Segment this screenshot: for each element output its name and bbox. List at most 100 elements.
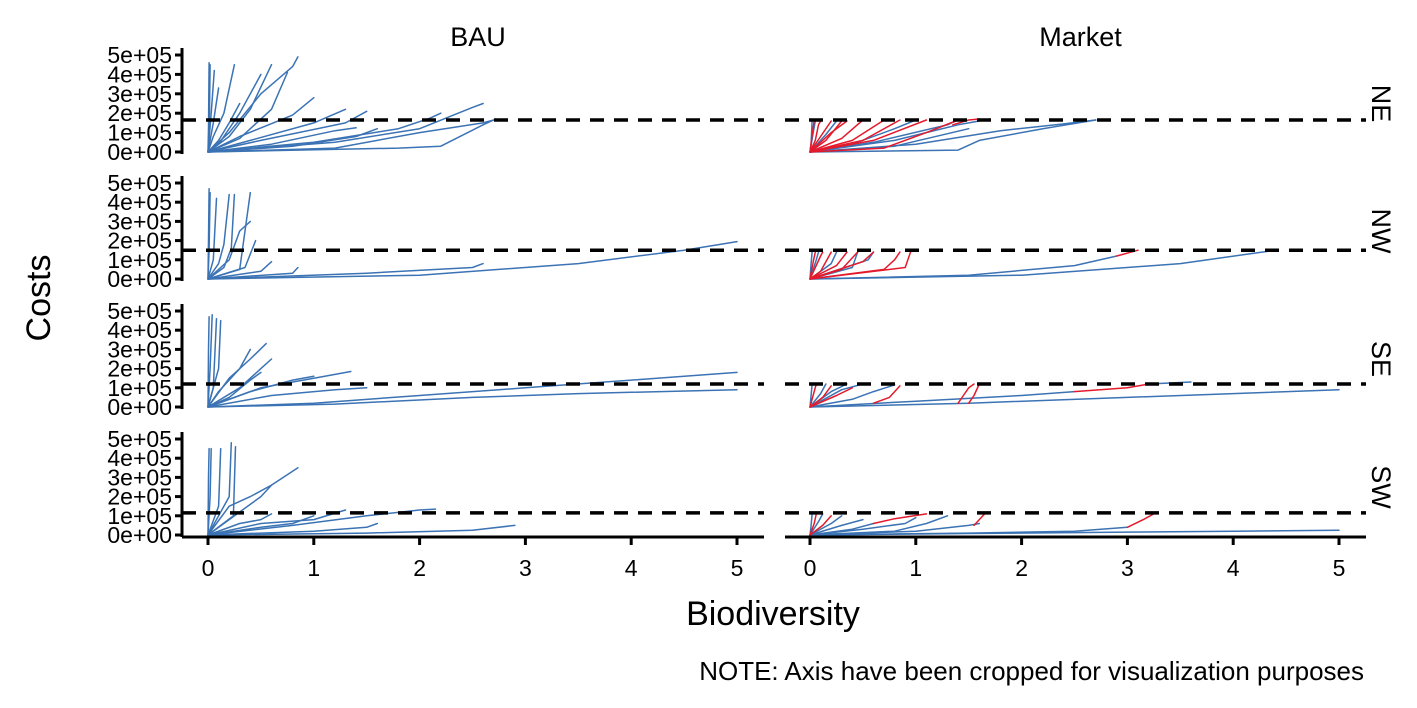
series-line-red — [957, 383, 975, 404]
facet-panel — [182, 442, 764, 536]
series-line-blue — [207, 484, 273, 536]
series-line-blue — [809, 119, 1097, 153]
series-line-blue — [207, 102, 484, 153]
facet-panel — [785, 118, 1366, 153]
y-tick-label: 2e+05 — [107, 484, 172, 510]
series-line-red — [809, 120, 832, 153]
y-tick-label: 2e+05 — [107, 100, 172, 126]
series-line-blue — [207, 319, 222, 408]
series-line-blue — [207, 447, 210, 536]
y-tick-label: 1e+05 — [107, 120, 172, 146]
series-line-red — [967, 383, 981, 404]
series-line-red — [952, 118, 981, 126]
series-line-blue — [809, 513, 813, 536]
x-tick-label: 2 — [413, 555, 426, 581]
x-tick-label: 0 — [202, 555, 215, 581]
series-line-red — [809, 251, 912, 280]
series-line-red — [1073, 383, 1150, 393]
series-line-red — [809, 120, 822, 153]
series-line-blue — [207, 193, 236, 280]
series-line-blue — [207, 316, 210, 408]
series-line-red — [809, 251, 848, 280]
series-line-blue — [207, 63, 236, 153]
x-tick-label: 0 — [804, 555, 817, 581]
series-line-blue — [207, 112, 442, 153]
series-line-red — [872, 385, 901, 404]
y-tick-label: 0e+00 — [107, 522, 172, 548]
y-tick-label: 1e+05 — [107, 247, 172, 273]
series-line-blue — [809, 390, 1076, 408]
facet-column-label: Market — [1039, 22, 1122, 52]
x-tick-label: 3 — [519, 555, 532, 581]
y-tick-label: 5e+05 — [107, 426, 172, 452]
x-tick-label: 4 — [1227, 555, 1240, 581]
series-line-red — [809, 513, 818, 536]
facet-panel — [785, 511, 1366, 536]
series-line-blue — [207, 524, 516, 536]
series-line-blue — [809, 515, 843, 536]
series-line-blue — [207, 71, 289, 153]
series-line-blue — [809, 251, 820, 280]
x-tick-label: 4 — [625, 555, 638, 581]
facet-row-label: NE — [1366, 85, 1396, 123]
y-tick-label: 2e+05 — [107, 228, 172, 254]
series-line-red — [809, 119, 885, 153]
series-line-blue — [207, 371, 738, 408]
series-line-blue — [207, 110, 368, 153]
series-line-blue — [207, 63, 273, 153]
series-line-red — [809, 515, 832, 536]
y-tick-label: 0e+00 — [107, 394, 172, 420]
series-line-blue — [207, 56, 299, 153]
facet-column-label: BAU — [450, 22, 506, 52]
series-line-blue — [207, 240, 738, 280]
series-line-blue — [207, 508, 437, 536]
y-tick-label: 4e+05 — [107, 317, 172, 343]
series-line-blue — [809, 516, 917, 536]
y-axis-title: Costs — [20, 255, 58, 342]
y-tick-label: 0e+00 — [107, 266, 172, 292]
series-line-blue — [207, 447, 212, 536]
x-tick-label: 2 — [1015, 555, 1028, 581]
series-line-blue — [207, 262, 484, 280]
series-line-blue — [207, 371, 262, 408]
y-tick-label: 5e+05 — [107, 298, 172, 324]
series-line-blue — [207, 513, 273, 536]
facet-panel — [182, 56, 764, 153]
caption-note: NOTE: Axis have been cropped for visuali… — [699, 656, 1364, 686]
x-axis-title: Biodiversity — [686, 595, 860, 633]
facet-row-label: SW — [1366, 465, 1396, 509]
series-line-blue — [207, 108, 347, 153]
y-tick-label: 4e+05 — [107, 189, 172, 215]
series-line-blue — [207, 119, 495, 153]
y-tick-label: 0e+00 — [107, 139, 172, 165]
series-line-blue — [207, 515, 315, 536]
y-tick-label: 3e+05 — [107, 464, 172, 490]
series-line-red — [809, 119, 928, 153]
series-line-blue — [207, 358, 273, 408]
series-line-blue — [207, 197, 218, 280]
series-line-blue — [207, 522, 379, 536]
facet-panel — [182, 314, 764, 408]
series-line-blue — [207, 69, 216, 153]
series-line-red — [1126, 513, 1155, 529]
series-line-red — [809, 387, 854, 408]
y-tick-label: 1e+05 — [107, 375, 172, 401]
series-line-blue — [207, 342, 267, 408]
series-line-blue — [809, 388, 1340, 408]
series-line-red — [809, 251, 875, 280]
series-line-blue — [207, 96, 315, 153]
series-line-red — [809, 385, 832, 408]
series-line-blue — [207, 447, 222, 536]
series-line-blue — [809, 249, 1277, 280]
series-line-blue — [207, 442, 233, 536]
series-line-blue — [809, 513, 824, 536]
facet-panel — [182, 188, 764, 280]
series-line-blue — [207, 387, 368, 408]
series-line-red — [809, 120, 815, 153]
series-line-blue — [207, 314, 213, 408]
series-line-red — [809, 251, 817, 280]
series-line-blue — [207, 119, 495, 153]
series-line-blue — [809, 119, 1097, 153]
series-line-red — [973, 513, 986, 527]
